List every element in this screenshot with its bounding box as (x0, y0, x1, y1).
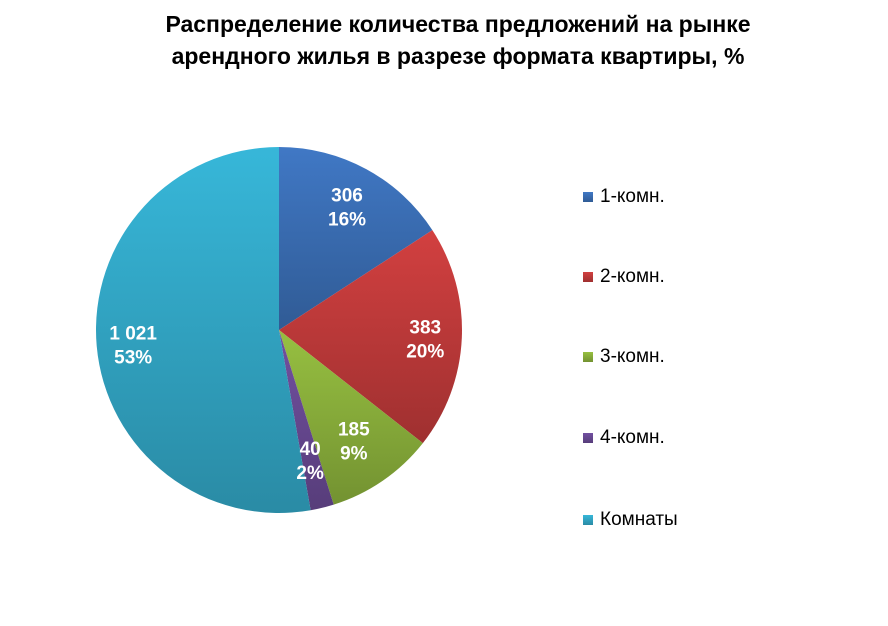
legend-swatch (583, 352, 593, 362)
legend-label: 2-комн. (600, 266, 665, 287)
data-label-value: 1 021 (109, 324, 157, 345)
data-label-percent: 53% (114, 348, 152, 369)
chart-title: Распределение количества предложений на … (0, 8, 888, 72)
data-label-percent: 16% (328, 210, 366, 231)
data-label-value: 383 (409, 318, 441, 339)
legend-swatch (583, 515, 593, 525)
legend-item-2: 2-комн. (583, 266, 665, 288)
data-label-1: 306 16% (328, 186, 366, 231)
data-label-percent: 2% (296, 463, 324, 484)
legend-item-3: 3-комн. (583, 346, 665, 368)
data-label-value: 185 (338, 419, 370, 440)
pie-slice-4 (279, 330, 334, 511)
data-label-4: 40 2% (296, 439, 324, 484)
data-label-2: 383 20% (406, 318, 444, 363)
data-label-value: 40 (300, 439, 321, 460)
data-label-5: 1 021 53% (109, 324, 157, 369)
legend-item-1: 1-комн. (583, 186, 665, 208)
data-label-3: 185 9% (338, 419, 370, 464)
legend-swatch (583, 192, 593, 202)
legend-swatch (583, 433, 593, 443)
legend-swatch (583, 272, 593, 282)
data-label-percent: 9% (340, 443, 368, 464)
chart-title-line-1: Распределение количества предложений на … (165, 11, 751, 37)
pie-slice-5 (95, 147, 311, 513)
legend-item-4: 4-комн. (583, 427, 665, 449)
data-label-percent: 20% (406, 342, 444, 363)
legend-item-5: Комнаты (583, 509, 678, 531)
data-label-value: 306 (331, 186, 363, 207)
pie-slice-3 (279, 330, 423, 505)
chart-title-line-2: арендного жилья в разрезе формата кварти… (171, 43, 745, 69)
legend-label: Комнаты (600, 509, 678, 530)
pie-slice-2 (279, 230, 462, 444)
legend-label: 3-комн. (600, 346, 665, 367)
legend-label: 4-комн. (600, 427, 665, 448)
legend-label: 1-комн. (600, 186, 665, 207)
pie-slice-1 (279, 147, 433, 330)
